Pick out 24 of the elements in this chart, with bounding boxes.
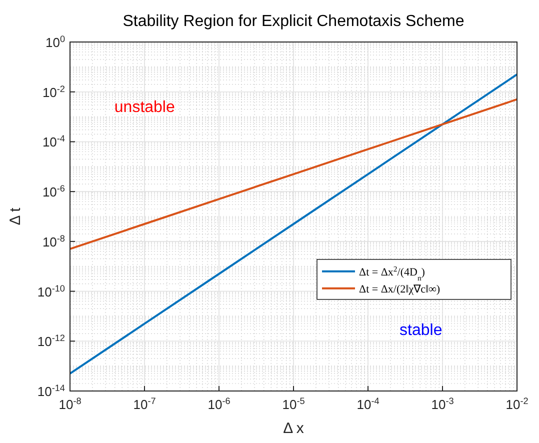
y-tick-label: 10$^{-14}$ xyxy=(37,383,65,399)
legend-label: Δt = Δx/(2‖χ∇c‖∞) xyxy=(359,283,440,296)
y-tick-label: 10$^{-12}$ xyxy=(37,333,65,350)
legend-label: Δt = Δx$^{2}$/(4D$_{n}$) xyxy=(359,264,426,282)
y-axis-title: Δ t xyxy=(7,206,24,226)
annotation: unstable xyxy=(114,98,175,116)
annotation: stable xyxy=(400,322,442,340)
y-tick-label: 10$^{-4}$ xyxy=(42,134,65,150)
line-series xyxy=(69,98,518,250)
x-tick-label: 10$^{-4}$ xyxy=(356,396,380,412)
x-tick-label: 10$^{-2}$ xyxy=(506,396,528,412)
x-axis-title: Δ x xyxy=(283,420,304,437)
x-tick-label: 10$^{-3}$ xyxy=(431,396,454,412)
x-tick-label: 10$^{-7}$ xyxy=(133,396,156,412)
line-series xyxy=(69,73,518,375)
chart-title: Stability Region for Explicit Chemotaxis Scheme xyxy=(122,13,464,30)
x-tick-label: 10$^{-5}$ xyxy=(282,396,305,412)
y-tick-label: 10$^{-2}$ xyxy=(42,84,65,100)
y-tick-label: 10$^{-6}$ xyxy=(42,184,65,200)
y-tick-label: 10$^{0}$ xyxy=(45,34,65,50)
x-tick-label: 10$^{-6}$ xyxy=(208,396,230,412)
y-tick-label: 10$^{-8}$ xyxy=(42,233,65,250)
x-tick-label: 10$^{-8}$ xyxy=(58,396,82,412)
y-tick-label: 10$^{-10}$ xyxy=(37,283,65,300)
